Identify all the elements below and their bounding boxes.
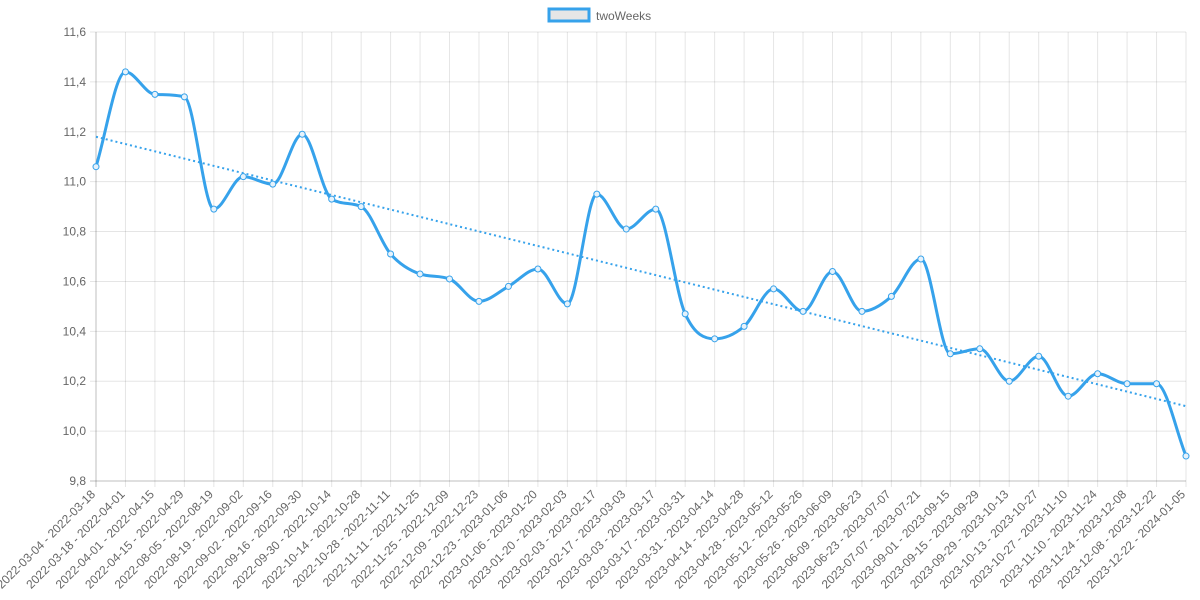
trendline-line [95, 135, 1187, 408]
data-point [1182, 452, 1190, 460]
data-point [711, 335, 719, 343]
data-point [534, 265, 542, 273]
y-tick-label: 11,0 [64, 175, 87, 189]
legend[interactable]: twoWeeks [547, 7, 651, 23]
data-point [475, 297, 483, 305]
data-point [357, 203, 365, 211]
y-tick-label: 11,6 [64, 25, 87, 39]
data-point [387, 250, 395, 258]
trendline [95, 135, 1187, 408]
data-point [328, 195, 336, 203]
y-tick-label: 9,8 [69, 474, 86, 488]
grid [90, 31, 1187, 487]
data-point [858, 307, 866, 315]
data-point [1153, 380, 1161, 388]
data-point [622, 225, 630, 233]
data-point [298, 130, 306, 138]
data-point [1123, 380, 1131, 388]
y-tick-label: 11,2 [64, 125, 87, 139]
data-point [269, 180, 277, 188]
data-point [828, 267, 836, 275]
data-point [563, 300, 571, 308]
y-tick-label: 10,4 [63, 324, 87, 338]
data-point [976, 345, 984, 353]
data-point [917, 255, 925, 263]
data-point [416, 270, 424, 278]
y-tick-label: 10,6 [63, 274, 87, 288]
data-point [92, 163, 100, 171]
y-tick-label: 10,8 [63, 225, 87, 239]
y-tick-label: 10,0 [63, 424, 87, 438]
data-point [121, 68, 129, 76]
y-tick-label: 10,2 [63, 374, 87, 388]
series-line-twoWeeks [94, 70, 1188, 457]
data-point [593, 190, 601, 198]
data-point [946, 350, 954, 358]
data-point [446, 275, 454, 283]
data-point [799, 307, 807, 315]
data-point [180, 93, 188, 101]
legend-swatch[interactable] [547, 7, 591, 23]
data-point [1094, 370, 1102, 378]
data-point [681, 310, 689, 318]
data-point [210, 205, 218, 213]
legend-label[interactable]: twoWeeks [596, 9, 651, 23]
data-point [1035, 352, 1043, 360]
data-point [1005, 377, 1013, 385]
series-layer [92, 68, 1190, 460]
data-point [151, 90, 159, 98]
data-point [239, 173, 247, 181]
data-point [740, 322, 748, 330]
axes: 9,810,010,210,410,610,811,011,211,411,62… [0, 25, 1188, 591]
data-point [887, 292, 895, 300]
data-point [1064, 392, 1072, 400]
data-point [652, 205, 660, 213]
data-point [504, 282, 512, 290]
y-tick-label: 11,4 [64, 75, 87, 89]
data-point [770, 285, 778, 293]
